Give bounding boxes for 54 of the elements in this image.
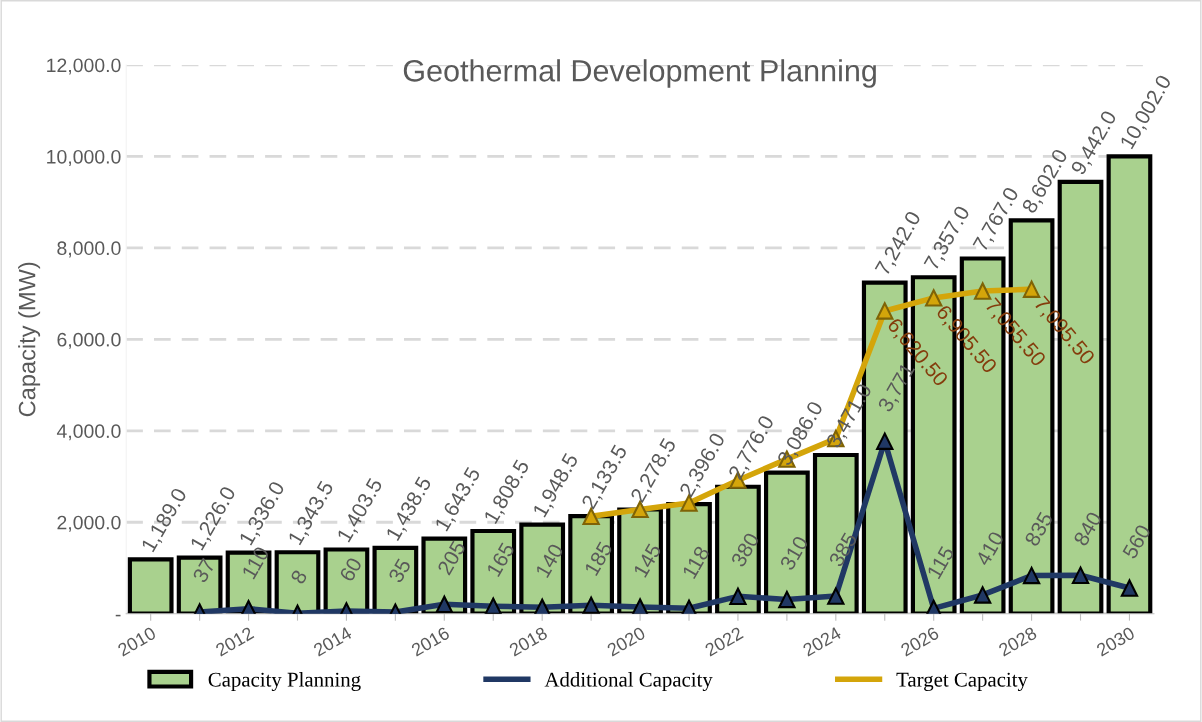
data-label: 110 (241, 545, 270, 580)
data-label: 205 (436, 539, 467, 576)
x-tick-label: 2010 (116, 626, 157, 657)
x-tick-label: 2018 (508, 626, 549, 657)
y-tick-label: 4,000.0 (56, 424, 121, 441)
y-tick-label: 10,000.0 (47, 149, 121, 166)
x-tick-label: 2016 (410, 626, 451, 657)
data-label: 165 (486, 541, 516, 578)
data-label: 310 (779, 534, 809, 572)
point (729, 587, 747, 605)
y-tick-label: 12,000.0 (47, 58, 121, 75)
point (876, 432, 894, 450)
x-tick-label: 2026 (899, 626, 940, 657)
legend-label: Capacity Planning (208, 672, 361, 691)
data-label: 835 (1024, 511, 1054, 547)
legend-label: Additional Capacity (544, 672, 713, 691)
data-label: 380 (730, 531, 760, 568)
x-tick-label: 2030 (1095, 626, 1136, 657)
data-label: 145 (633, 542, 662, 578)
point (876, 302, 894, 320)
y-tick-label: 2,000.0 (57, 515, 121, 532)
point (973, 586, 992, 604)
x-tick-label: 2028 (997, 626, 1038, 657)
point (778, 590, 796, 609)
chart-title: Geothermal Development Planning (403, 59, 876, 88)
data-label: 140 (535, 542, 564, 579)
y-tick-label: - (115, 614, 121, 617)
x-tick-label: 2020 (606, 626, 647, 657)
data-label: 115 (926, 545, 955, 580)
y-axis-title: Capacity (MW) (18, 262, 41, 417)
x-tick-label: 2024 (802, 626, 842, 657)
data-label: 840 (1073, 510, 1103, 547)
x-tick-label: 2022 (704, 626, 744, 657)
legend-label: Target Capacity (896, 672, 1028, 691)
point (925, 289, 943, 307)
data-label: 185 (583, 540, 613, 577)
data-label: 385 (828, 531, 858, 568)
point (827, 587, 845, 605)
data-label: 410 (974, 530, 1005, 567)
y-tick-label: 8,000.0 (57, 241, 121, 258)
point (1022, 566, 1041, 585)
x-tick-label: 2014 (312, 626, 353, 657)
point (582, 596, 600, 614)
y-tick-label: 6,000.0 (57, 332, 121, 349)
data-label: 60 (339, 556, 363, 583)
point (1120, 579, 1139, 597)
x-tick-label: 2012 (214, 626, 255, 657)
data-label: 560 (1121, 523, 1152, 560)
data-label: 8 (290, 568, 308, 585)
point (1071, 566, 1090, 584)
point (435, 595, 453, 614)
data-label: 37 (192, 557, 216, 584)
data-label: 118 (681, 545, 711, 580)
data-label: 35 (387, 557, 412, 584)
